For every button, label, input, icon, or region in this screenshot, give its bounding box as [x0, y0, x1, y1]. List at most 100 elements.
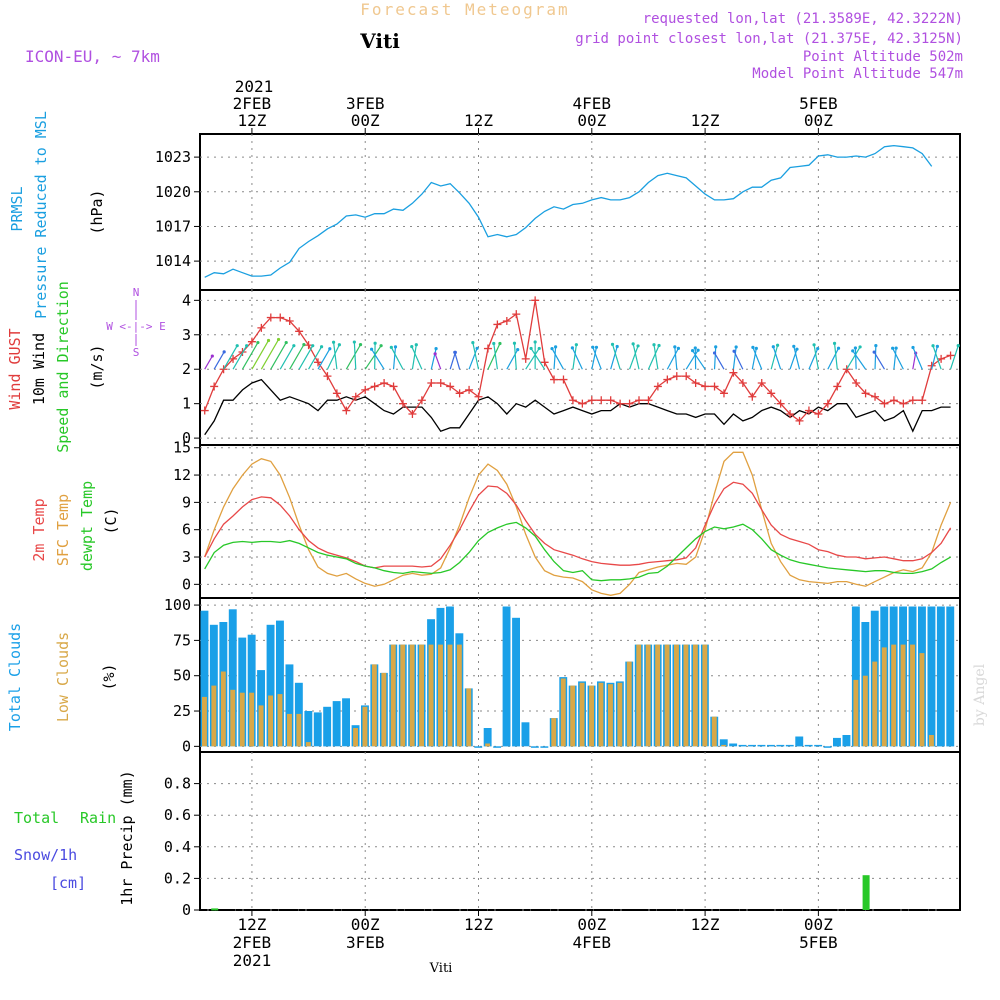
gust-marker [219, 365, 228, 374]
wind-arrow-head [652, 343, 656, 347]
x-date-label-bottom: 2FEB [233, 933, 272, 952]
low-cloud-bar [702, 644, 708, 747]
wind-direction-arrow [232, 345, 248, 370]
forecast-title: Forecast Meteogram [360, 0, 569, 19]
total-cloud-bar [540, 746, 549, 748]
wind-direction-arrow [468, 348, 478, 370]
wind-direction-arrow [472, 342, 480, 370]
wind-direction-arrow [685, 349, 699, 370]
gust-marker [210, 382, 219, 391]
bottom-year-label: 2021 [233, 951, 272, 970]
gust-marker [568, 396, 577, 405]
wind-direction-arrow [430, 348, 437, 370]
gust-marker [597, 396, 606, 405]
low-cloud-bar [872, 661, 878, 747]
y-tick-label: 1023 [155, 148, 191, 166]
low-cloud-bar [655, 644, 661, 747]
wind-direction-arrow [572, 344, 577, 370]
gust-marker [276, 313, 285, 322]
wind-direction-arrow [241, 342, 259, 370]
grid-lines [200, 134, 960, 911]
wind-arrow-head [734, 345, 738, 349]
gust-marker [521, 354, 530, 363]
total-cloud-bar [483, 728, 492, 747]
wind-arrow-head [537, 346, 541, 351]
x-hour-label-top: 12Z [464, 111, 493, 130]
wind-direction-arrow [525, 348, 540, 370]
wind-arrow-head [529, 346, 533, 351]
wind-arrow-head [492, 341, 496, 346]
wind-direction-arrow [949, 345, 959, 370]
total-cloud-bar [304, 711, 313, 747]
wind-arrow-head [516, 348, 520, 352]
x-hour-label-bottom: 12Z [464, 915, 493, 934]
wind-arrow-head [373, 341, 377, 345]
low-cloud-bar [617, 682, 623, 747]
wind-direction-arrow [846, 346, 861, 370]
gust-marker [427, 379, 436, 387]
gust-marker [398, 399, 407, 408]
wind-direction-arrow [666, 348, 679, 370]
wind-arrow-head [379, 344, 383, 348]
gust-marker [880, 399, 889, 408]
low-cloud-bar [626, 661, 632, 747]
gust-marker [701, 382, 710, 391]
wind-arrow-head [874, 344, 878, 348]
gust-marker [795, 416, 804, 425]
gust-marker [908, 396, 917, 405]
gust-marker [483, 344, 492, 353]
gust-marker [342, 406, 351, 415]
wind-direction-arrow [353, 342, 357, 370]
total-cloud-bar [342, 698, 350, 747]
low-cloud-bar [419, 644, 424, 747]
wind-arrow-head [615, 344, 619, 349]
y-tick-label: 0 [182, 429, 191, 447]
y-tick-label: 0 [182, 901, 191, 919]
y-tick-label: 1014 [155, 252, 191, 270]
gust-marker [946, 351, 955, 360]
wind-direction-arrow [789, 348, 798, 370]
gust-marker [710, 382, 719, 391]
low-cloud-bar [409, 644, 415, 747]
low-cloud-bar [570, 685, 576, 747]
low-cloud-bar [560, 678, 566, 747]
gust-marker [229, 354, 238, 363]
low-cloud-bar [220, 671, 226, 747]
low-cloud-bar [371, 664, 377, 747]
wind-direction-arrow [912, 352, 917, 370]
clouds-unit: (%) [100, 663, 118, 690]
wind-arrow-head [673, 345, 677, 349]
low-cloud-bar [277, 694, 283, 747]
wind-arrow-head [771, 345, 775, 349]
wind-arrow-head [533, 340, 537, 344]
wind-direction-arrow [854, 348, 857, 370]
wind-arrow-head [433, 352, 437, 356]
wind-direction-arrow [513, 343, 517, 370]
wind-direction-arrow [411, 344, 417, 370]
total-cloud-bar [719, 739, 728, 747]
dewpt-temp-line [204, 521, 951, 582]
wind-direction-arrow [714, 352, 725, 370]
wind-arrow-head [676, 346, 681, 350]
low-cloud-bar [881, 647, 887, 747]
wind-direction-arrow [770, 345, 779, 370]
low-cloud-bar [721, 744, 727, 747]
wind-arrow-head [872, 350, 876, 354]
y-tick-label: 12 [173, 466, 191, 484]
wind-arrow-head [631, 342, 635, 346]
pressure-line [204, 144, 933, 278]
gust-marker [512, 310, 521, 319]
wind-arrow-head [935, 344, 939, 348]
wind-direction-arrow [733, 350, 744, 370]
wind-arrow-head [498, 341, 502, 346]
gust-marker [465, 385, 474, 394]
gust-marker [682, 372, 691, 381]
y-tick-label: 100 [164, 596, 191, 614]
wind-direction-arrow [279, 345, 295, 370]
total-cloud-bar [729, 743, 738, 747]
rain-bar [862, 875, 870, 910]
gust-marker [559, 375, 568, 384]
wind-arrow-head [690, 349, 695, 353]
y-tick-label: 1020 [155, 183, 191, 201]
